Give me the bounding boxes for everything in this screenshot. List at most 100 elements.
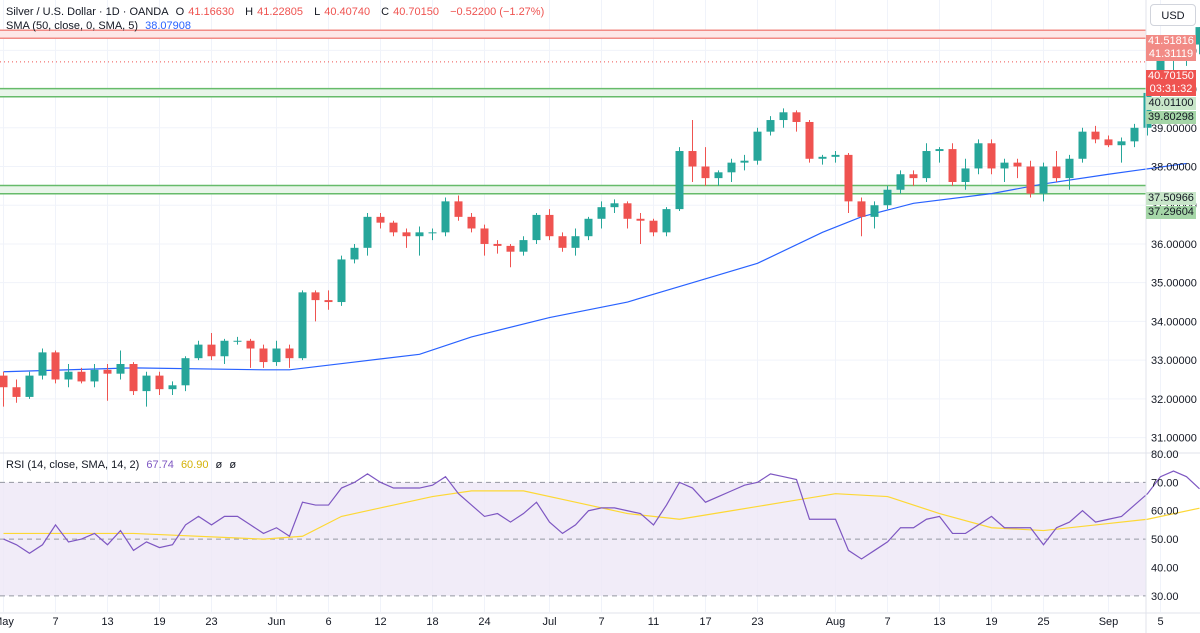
time-tick-label: 24 (478, 616, 490, 628)
candle (1130, 123, 1139, 148)
price-tick-label: 38.00000 (1151, 162, 1197, 174)
candle (116, 350, 125, 380)
candle-body (51, 352, 60, 380)
candle (545, 209, 554, 241)
candle (402, 228, 411, 248)
candle (1065, 154, 1074, 190)
candle-body (948, 149, 957, 182)
candle (532, 212, 541, 244)
candle-body (467, 216, 476, 229)
candle-body (961, 168, 970, 182)
candle-body (1091, 131, 1100, 140)
candle (1104, 135, 1113, 148)
candle (571, 228, 580, 256)
candle (1013, 158, 1022, 179)
candle (233, 336, 242, 345)
candle (688, 120, 697, 182)
candle (311, 290, 320, 322)
candle-body (220, 340, 229, 357)
resistance-label-1: 41.51816 (1146, 35, 1196, 48)
candle-body (558, 236, 567, 248)
candle (168, 381, 177, 395)
candle (454, 195, 463, 221)
sma-label: SMA (50, close, 0, SMA, 5) (6, 20, 139, 32)
candle-body (792, 112, 801, 122)
support-label-4: 37.29604 (1146, 206, 1196, 219)
candle-body (207, 344, 216, 357)
candle-body (909, 174, 918, 179)
price-tick-label: 36.00000 (1151, 239, 1197, 251)
candle (1039, 162, 1048, 202)
candle-body (415, 232, 424, 237)
time-tick-label: May (0, 616, 14, 628)
sma-value: 38.07908 (145, 20, 192, 32)
candle-body (116, 364, 125, 374)
candle-body (1195, 27, 1200, 45)
candle-body (1130, 127, 1139, 142)
candle-body (259, 348, 268, 363)
ohlc-low: L 40.40740 (314, 6, 374, 18)
rsi-label: RSI (14, close, SMA, 14, 2) (6, 459, 140, 471)
time-tick-label: 13 (101, 616, 113, 628)
candle (1078, 127, 1087, 163)
time-tick-label: 17 (699, 616, 711, 628)
candle-body (1104, 139, 1113, 146)
candle-body (168, 385, 177, 390)
price-tick-label: 39.00000 (1151, 123, 1197, 135)
candle-body (350, 247, 359, 260)
candle (675, 147, 684, 212)
candle (922, 143, 931, 182)
candle-body (233, 340, 242, 342)
high-label: H (245, 6, 254, 18)
rsi-ma-value: 60.90 (180, 459, 209, 471)
candle (51, 350, 60, 384)
candle-body (649, 220, 658, 233)
symbol-title[interactable]: Silver / U.S. Dollar · 1D · OANDA (6, 6, 169, 18)
level-zones (0, 29, 1146, 195)
low-label: L (314, 6, 321, 18)
candle-body (376, 216, 385, 223)
candle (701, 147, 710, 186)
candle-body (402, 232, 411, 237)
time-tick-label: 23 (205, 616, 217, 628)
currency-button[interactable]: USD (1150, 4, 1196, 26)
candle (792, 110, 801, 132)
candle-body (103, 369, 112, 374)
support-zone (0, 88, 1146, 97)
candle-body (740, 160, 749, 163)
candle (246, 338, 255, 368)
candle-body (155, 375, 164, 390)
price-tick-label: 34.00000 (1151, 316, 1197, 328)
rsi-tick-label: 40.00 (1151, 562, 1179, 574)
price-tick-label: 35.00000 (1151, 278, 1197, 290)
candle (285, 344, 294, 368)
candle-body (532, 214, 541, 241)
sma-legend[interactable]: SMA (50, close, 0, SMA, 5) 38.07908 (6, 20, 195, 32)
candle-body (1039, 166, 1048, 194)
candle (376, 212, 385, 229)
candle (337, 255, 346, 306)
candle-body (753, 131, 762, 161)
candle-body (701, 166, 710, 179)
price-tick-label: 33.00000 (1151, 355, 1197, 367)
candle (649, 218, 658, 237)
candle-body (324, 300, 333, 303)
candles-layer[interactable] (0, 27, 1200, 407)
candle (467, 212, 476, 233)
rsi-legend[interactable]: RSI (14, close, SMA, 14, 2) 67.74 60.90 … (6, 459, 240, 471)
candle-body (480, 228, 489, 244)
candle-body (545, 214, 554, 237)
candle (415, 226, 424, 256)
candle-body (142, 375, 151, 392)
time-tick-label: 19 (985, 616, 997, 628)
candle (194, 340, 203, 361)
candle-body (337, 259, 346, 303)
candle-body (519, 240, 528, 252)
candle (480, 224, 489, 256)
rsi-tick-label: 60.00 (1151, 506, 1179, 518)
candle-body (779, 112, 788, 121)
candle (12, 379, 21, 403)
candle-body (636, 218, 645, 221)
